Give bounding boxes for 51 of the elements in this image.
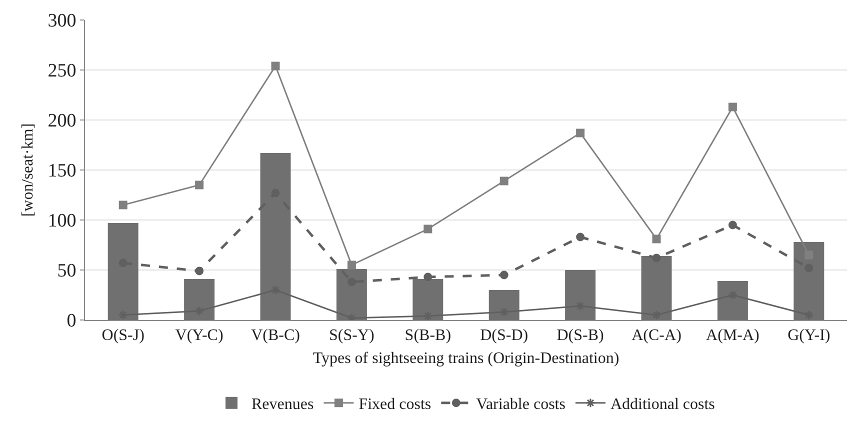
x-tick-label: G(Y-I) (788, 327, 830, 344)
point (424, 272, 432, 282)
legend-label: Fixed costs (358, 396, 432, 414)
x-tick-label: V(B-C) (251, 327, 300, 344)
bar (412, 279, 444, 320)
legend-label: Variable costs (476, 396, 566, 414)
point (195, 180, 204, 190)
point (500, 176, 508, 186)
bar (794, 242, 824, 320)
y-tick-label: 300 (48, 10, 76, 32)
point (728, 102, 737, 112)
point (652, 310, 662, 320)
point (500, 270, 508, 280)
point (195, 266, 204, 276)
y-tick-label: 150 (48, 160, 76, 182)
x-tick-label: S(B-B) (404, 327, 452, 344)
y-tick-label: 100 (48, 210, 76, 232)
x-tick-label: V(Y-C) (175, 327, 224, 344)
point (118, 310, 128, 320)
x-tick-label: D(S-B) (556, 327, 604, 344)
y-tick-label: 0 (66, 310, 76, 332)
bar (184, 279, 215, 320)
y-axis-title: [won/seat·km] (20, 123, 37, 217)
point (804, 310, 814, 320)
point (576, 232, 585, 242)
point (347, 260, 356, 270)
point (728, 220, 737, 230)
bar (565, 270, 596, 320)
point (652, 254, 661, 262)
x-tick-label: A(M-A) (706, 327, 760, 344)
legend-label: Revenues (252, 396, 314, 414)
point (422, 311, 433, 320)
y-tick-label: 200 (48, 110, 76, 132)
x-tick-label: D(S-D) (480, 327, 528, 344)
x-axis-title: Types of sightseeing trains (Origin-Destination) (312, 350, 620, 367)
bar (641, 256, 672, 320)
bar (108, 223, 138, 320)
point (118, 200, 128, 210)
x-tick-label: A(C-A) (632, 327, 682, 344)
x-tick-label: O(S-J) (102, 327, 144, 344)
bar (260, 153, 291, 320)
point (271, 62, 280, 70)
y-tick-label: 50 (57, 260, 76, 282)
point (424, 224, 432, 234)
bar (717, 281, 748, 320)
x-tick-label: S(S-Y) (329, 327, 374, 344)
bar (488, 290, 520, 320)
legend-label: Additional costs (610, 396, 715, 414)
point (652, 234, 661, 244)
point (576, 128, 585, 138)
y-tick-label: 250 (48, 60, 76, 82)
